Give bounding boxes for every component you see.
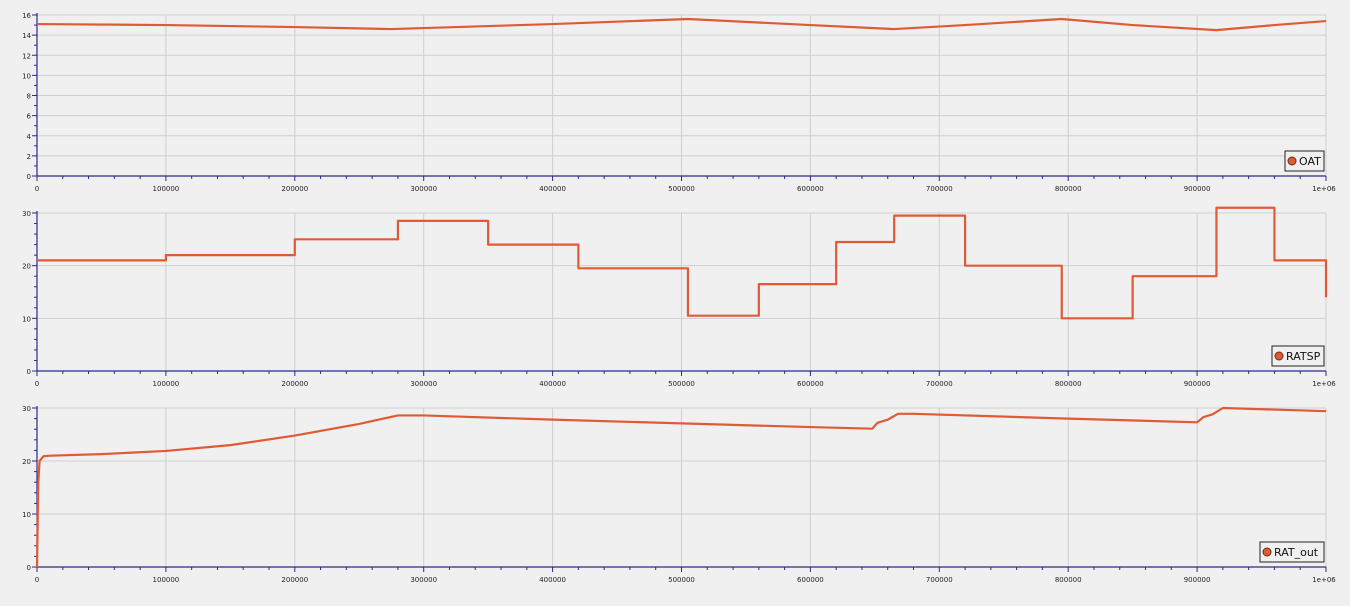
x-tick-label: 300000 <box>410 576 437 584</box>
y-tick-label: 2 <box>27 153 31 161</box>
x-tick-label: 500000 <box>668 185 695 193</box>
x-tick-label: 900000 <box>1184 380 1211 388</box>
series-line-rat-out <box>35 406 1327 568</box>
x-tick-label: 100000 <box>153 185 180 193</box>
legend-box <box>1284 150 1325 172</box>
x-tick-label: 400000 <box>539 380 566 388</box>
legend: RAT_out <box>1259 541 1325 563</box>
series-line-oat <box>36 17 1327 32</box>
y-tick-label: 0 <box>27 368 31 376</box>
x-tick-label: 100000 <box>153 576 180 584</box>
legend-marker-icon <box>1287 156 1297 166</box>
x-tick-label: 700000 <box>926 185 953 193</box>
y-tick-label: 20 <box>22 458 31 466</box>
x-tick-label: 200000 <box>281 380 308 388</box>
y-tick-label: 14 <box>22 32 31 40</box>
x-tick-label: 0 <box>35 576 39 584</box>
x-tick-label: 500000 <box>668 576 695 584</box>
x-tick-label: 300000 <box>410 185 437 193</box>
x-tick-label: 400000 <box>539 576 566 584</box>
y-tick-label: 8 <box>27 93 31 101</box>
legend: OAT <box>1284 150 1325 172</box>
x-tick-label: 700000 <box>926 576 953 584</box>
x-tick-label: 400000 <box>539 185 566 193</box>
x-tick-label: 300000 <box>410 380 437 388</box>
y-tick-label: 10 <box>22 315 31 323</box>
y-tick-label: 0 <box>27 173 31 181</box>
y-tick-label: 6 <box>27 113 32 121</box>
x-tick-label: 600000 <box>797 380 824 388</box>
x-tick-label: 800000 <box>1055 380 1082 388</box>
y-tick-label: 10 <box>22 511 31 519</box>
x-tick-label: 900000 <box>1184 185 1211 193</box>
legend-box <box>1259 541 1325 563</box>
series-line-ratsp <box>37 206 1328 320</box>
y-tick-label: 30 <box>22 405 31 413</box>
x-tick-label: 1e+06 <box>1312 185 1336 193</box>
y-tick-label: 0 <box>27 564 31 572</box>
legend-box <box>1271 345 1325 367</box>
y-tick-label: 20 <box>22 263 31 271</box>
y-tick-label: 12 <box>22 52 31 60</box>
x-tick-label: 0 <box>35 380 39 388</box>
x-tick-label: 100000 <box>153 380 180 388</box>
legend-label: RATSP <box>1286 350 1321 363</box>
x-tick-label: 900000 <box>1184 576 1211 584</box>
x-tick-label: 0 <box>35 185 39 193</box>
x-tick-label: 800000 <box>1055 185 1082 193</box>
x-tick-label: 200000 <box>281 576 308 584</box>
chart-panel-2: 0 100000 200000 300000 400000 500000 600000 700… <box>22 206 1336 388</box>
y-tick-label: 30 <box>22 210 31 218</box>
x-tick-label: 600000 <box>797 185 824 193</box>
x-tick-label: 800000 <box>1055 576 1082 584</box>
legend-marker-icon <box>1262 547 1272 557</box>
chart-panel-3: 0 100000 200000 300000 400000 500000 600000 700… <box>22 405 1336 584</box>
legend-marker-icon <box>1274 351 1284 361</box>
legend-label: RAT_out <box>1274 546 1319 559</box>
x-tick-label: 200000 <box>281 185 308 193</box>
x-tick-label: 1e+06 <box>1312 380 1336 388</box>
x-tick-label: 600000 <box>797 576 824 584</box>
x-tick-label: 500000 <box>668 380 695 388</box>
chart-panel-1: 0 100000 200000 300000 400000 500000 600000 700… <box>22 12 1336 193</box>
legend-label: OAT <box>1299 155 1321 168</box>
y-tick-label: 4 <box>27 133 32 141</box>
x-tick-label: 700000 <box>926 380 953 388</box>
x-tick-label: 1e+06 <box>1312 576 1336 584</box>
y-tick-label: 10 <box>22 72 31 80</box>
legend: RATSP <box>1271 345 1325 367</box>
y-tick-label: 16 <box>22 12 31 20</box>
